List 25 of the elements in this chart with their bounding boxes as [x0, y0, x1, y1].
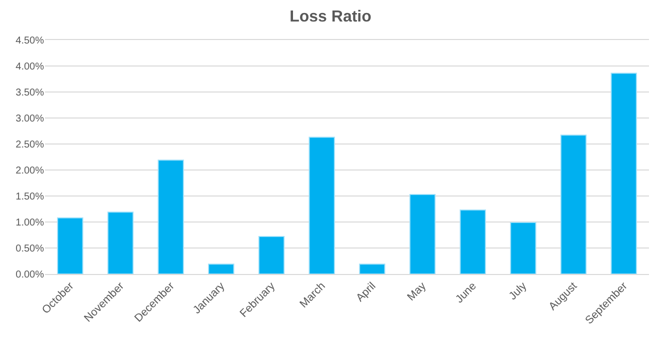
y-tick-label: 2.50%: [16, 140, 44, 150]
x-tick-label: May: [405, 280, 429, 304]
y-tick-label: 4.00%: [16, 62, 44, 72]
bar: [258, 236, 285, 274]
y-tick-label: 3.00%: [16, 114, 44, 124]
y-tick-label: 0.00%: [16, 270, 44, 280]
y-tick-label: 3.50%: [16, 88, 44, 98]
chart-title: Loss Ratio: [290, 8, 372, 26]
bar: [359, 264, 386, 274]
y-tick-label: 2.00%: [16, 166, 44, 176]
bar: [208, 264, 234, 274]
bar: [610, 72, 637, 274]
bar: [510, 222, 536, 274]
bar: [560, 134, 587, 274]
bar: [460, 210, 486, 274]
bar: [57, 217, 84, 274]
y-tick-label: 4.50%: [16, 36, 44, 46]
y-tick-label: 1.00%: [16, 218, 44, 228]
bar: [158, 160, 184, 274]
bar: [107, 212, 134, 274]
y-tick-label: 1.50%: [16, 192, 44, 202]
bar: [409, 194, 436, 274]
y-tick-label: 0.50%: [16, 244, 44, 254]
bar: [308, 136, 335, 274]
x-tick-label: July: [506, 280, 530, 303]
